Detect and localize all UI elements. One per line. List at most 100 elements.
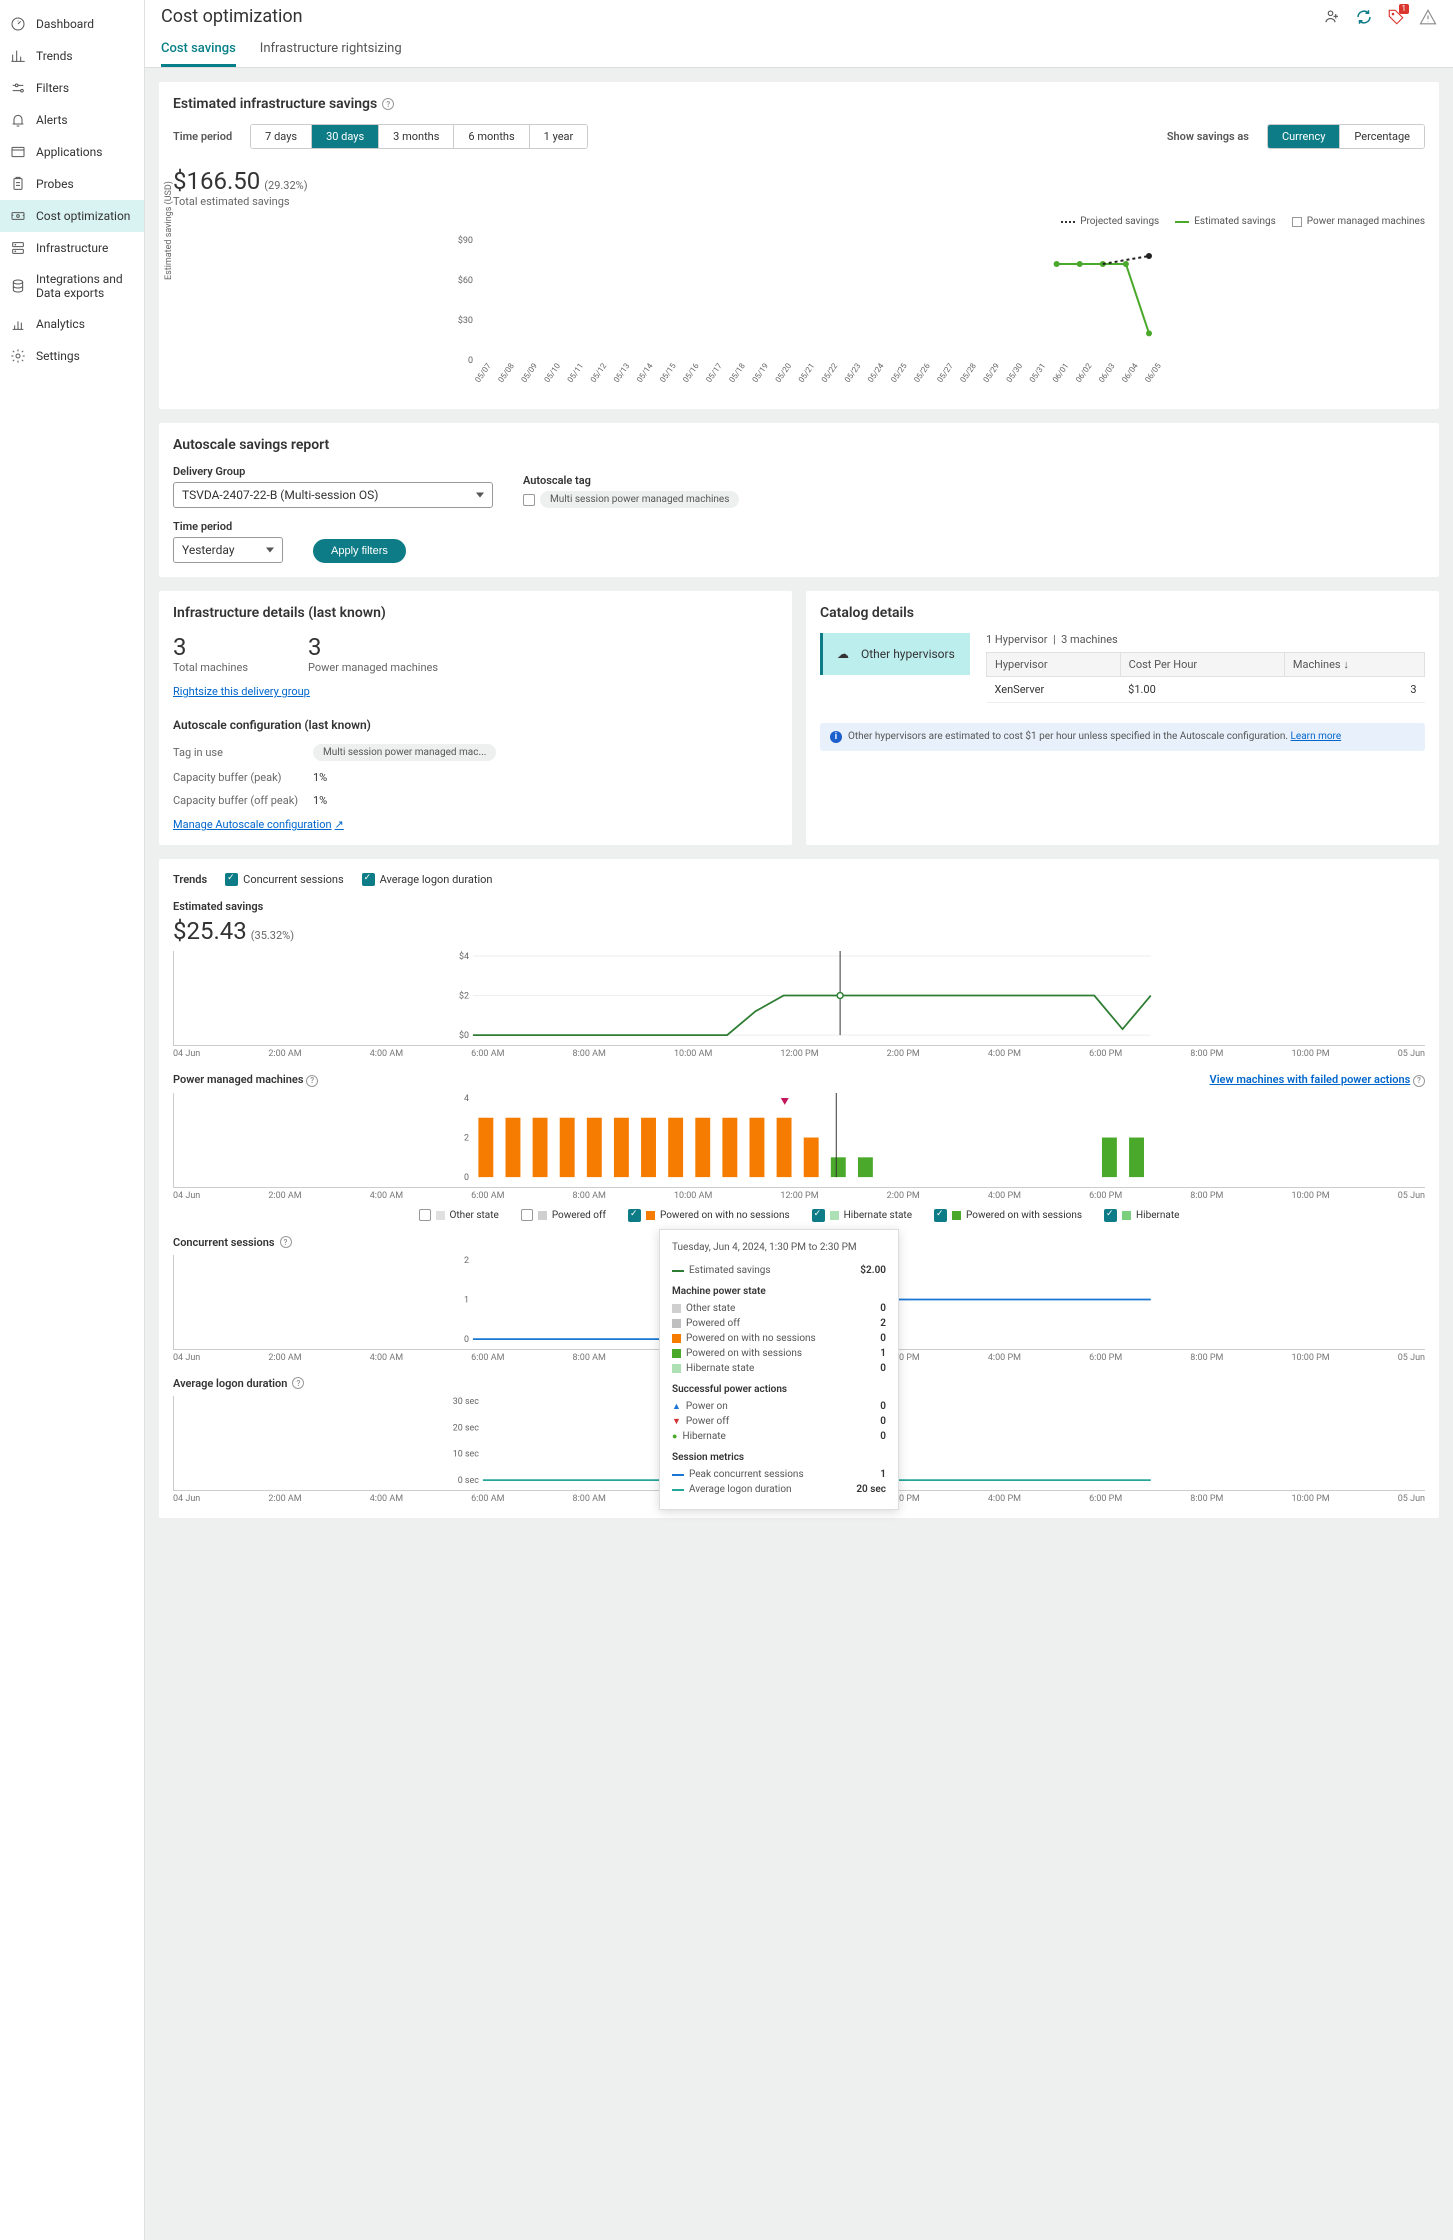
rightsize-link[interactable]: Rightsize this delivery group	[173, 685, 310, 698]
delivery-group-select[interactable]: TSVDA-2407-22-B (Multi-session OS)	[173, 482, 493, 508]
nav-filters[interactable]: Filters	[0, 72, 144, 104]
dg-label: Delivery Group	[173, 465, 493, 478]
refresh-icon[interactable]	[1355, 8, 1373, 26]
nav-label: Cost optimization	[36, 209, 130, 223]
svg-text:20 sec: 20 sec	[453, 1423, 480, 1433]
nav-cost-optimization[interactable]: Cost optimization	[0, 200, 144, 232]
nav-trends[interactable]: Trends	[0, 40, 144, 72]
period-1-year[interactable]: 1 year	[530, 125, 588, 148]
pm-legend-item[interactable]: Powered on with sessions	[934, 1209, 1082, 1222]
svg-text:05/14: 05/14	[635, 361, 655, 384]
svg-text:0: 0	[468, 356, 473, 366]
nav-label: Alerts	[36, 113, 68, 127]
hypervisor-banner: ☁ Other hypervisors	[820, 633, 970, 675]
period-3-months[interactable]: 3 months	[379, 125, 454, 148]
legend-estimated: Estimated savings	[1175, 216, 1276, 227]
trends-amount: $25.43	[173, 917, 247, 945]
help-icon[interactable]: ?	[292, 1377, 304, 1389]
period-7-days[interactable]: 7 days	[251, 125, 312, 148]
pm-machines-num: 3	[308, 633, 438, 661]
total-machines-lbl: Total machines	[173, 661, 248, 674]
period-30-days[interactable]: 30 days	[312, 125, 379, 148]
bell-icon	[10, 112, 26, 128]
manage-autoscale-link[interactable]: Manage Autoscale configuration	[173, 818, 344, 831]
nav-alerts[interactable]: Alerts	[0, 104, 144, 136]
chk-logon[interactable]: Average logon duration	[362, 873, 493, 886]
nav-settings[interactable]: Settings	[0, 340, 144, 372]
autoscale-report-card: Autoscale savings report Delivery Group …	[159, 423, 1439, 577]
trends-pct: (35.32%)	[251, 929, 294, 942]
svg-text:05/11: 05/11	[566, 362, 586, 385]
peak-val: 1%	[313, 771, 327, 784]
showas-percentage[interactable]: Percentage	[1340, 125, 1424, 148]
svg-text:4: 4	[464, 1093, 469, 1103]
cs-title: Concurrent sessions	[173, 1236, 275, 1249]
apply-filters-button[interactable]: Apply filters	[313, 539, 406, 563]
svg-text:05/20: 05/20	[774, 361, 794, 384]
failed-actions-link[interactable]: View machines with failed power actions	[1210, 1073, 1411, 1086]
help-icon[interactable]: ?	[306, 1075, 318, 1087]
svg-text:05/25: 05/25	[889, 361, 909, 384]
svg-text:05/09: 05/09	[519, 362, 539, 385]
tag-value: Multi session power managed mac...	[313, 744, 496, 761]
legend-power[interactable]: Power managed machines	[1292, 216, 1425, 227]
tab-cost-savings[interactable]: Cost savings	[161, 33, 236, 67]
tab-infrastructure-rightsizing[interactable]: Infrastructure rightsizing	[260, 33, 402, 67]
pm-legend-item[interactable]: Hibernate	[1104, 1209, 1179, 1222]
learn-more-link[interactable]: Learn more	[1291, 731, 1342, 742]
clipboard-icon	[10, 176, 26, 192]
svg-text:05/19: 05/19	[751, 362, 771, 385]
help-icon[interactable]: ?	[280, 1236, 292, 1248]
svg-text:$60: $60	[458, 275, 473, 286]
legend-projected: Projected savings	[1061, 216, 1159, 227]
warning-icon[interactable]	[1419, 8, 1437, 26]
svg-text:05/26: 05/26	[912, 361, 932, 384]
chart-icon	[10, 316, 26, 332]
savings-pct: (29.32%)	[264, 179, 307, 192]
svg-text:$90: $90	[458, 235, 473, 246]
nav-dashboard[interactable]: Dashboard	[0, 8, 144, 40]
server-icon	[10, 240, 26, 256]
autoscale-tag-checkbox[interactable]: Multi session power managed machines	[523, 491, 739, 508]
svg-text:30 sec: 30 sec	[453, 1396, 480, 1406]
bars-icon	[10, 48, 26, 64]
nav-applications[interactable]: Applications	[0, 136, 144, 168]
pm-legend-item[interactable]: Powered on with no sessions	[628, 1209, 790, 1222]
svg-text:05/08: 05/08	[496, 361, 516, 384]
svg-text:05/15: 05/15	[658, 361, 678, 384]
svg-text:0: 0	[464, 1335, 469, 1345]
nav-label: Probes	[36, 177, 74, 191]
infrastructure-details-card: Infrastructure details (last known) 3Tot…	[159, 591, 792, 845]
help-icon[interactable]: ?	[382, 98, 394, 110]
svg-text:05/28: 05/28	[958, 361, 978, 384]
user-icon[interactable]	[1323, 8, 1341, 26]
chk-concurrent[interactable]: Concurrent sessions	[225, 873, 343, 886]
tag-alert-icon[interactable]: 1	[1387, 8, 1405, 26]
show-as-label: Show savings as	[1167, 130, 1249, 143]
nav-probes[interactable]: Probes	[0, 168, 144, 200]
offpeak-val: 1%	[313, 794, 327, 807]
svg-text:06/05: 06/05	[1143, 361, 1163, 384]
hv-count: 1 Hypervisor	[986, 633, 1047, 646]
svg-text:05/23: 05/23	[843, 362, 863, 385]
sliders-icon	[10, 80, 26, 96]
nav-analytics[interactable]: Analytics	[0, 308, 144, 340]
help-icon[interactable]: ?	[1413, 1075, 1425, 1087]
nav-label: Trends	[36, 49, 73, 63]
period-6-months[interactable]: 6 months	[454, 125, 529, 148]
savings-amount: $166.50	[173, 167, 260, 195]
tag-label: Autoscale tag	[523, 474, 739, 487]
nav-infrastructure[interactable]: Infrastructure	[0, 232, 144, 264]
pm-machines-lbl: Power managed machines	[308, 661, 438, 674]
pm-legend-item[interactable]: Hibernate state	[812, 1209, 912, 1222]
y-axis-label: Estimated savings (USD)	[164, 181, 174, 280]
nav-integrations-and-data-exports[interactable]: Integrations and Data exports	[0, 264, 144, 308]
svg-text:06/04: 06/04	[1120, 361, 1140, 384]
pm-legend-item[interactable]: Powered off	[521, 1209, 606, 1222]
pm-legend-item[interactable]: Other state	[419, 1209, 499, 1222]
cfg-title: Autoscale configuration (last known)	[173, 718, 778, 732]
svg-text:$4: $4	[459, 951, 469, 962]
showas-currency[interactable]: Currency	[1268, 125, 1340, 148]
time-period-select[interactable]: Yesterday	[173, 537, 283, 563]
tag-key: Tag in use	[173, 746, 313, 759]
